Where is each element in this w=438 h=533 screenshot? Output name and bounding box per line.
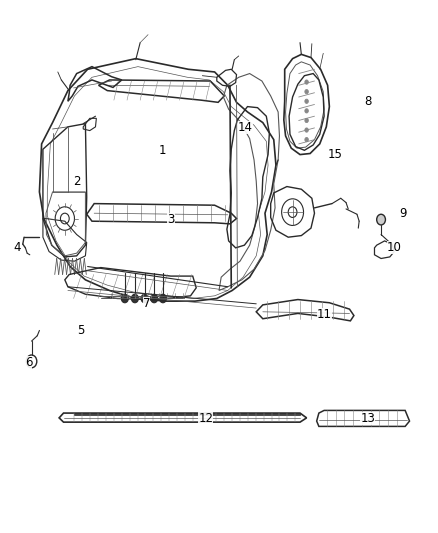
Circle shape [151, 294, 158, 303]
Circle shape [121, 294, 128, 303]
Text: 10: 10 [387, 241, 402, 254]
Text: 5: 5 [78, 324, 85, 337]
Text: 12: 12 [198, 412, 213, 425]
Text: 14: 14 [238, 122, 253, 134]
Text: 13: 13 [360, 412, 375, 425]
Text: 9: 9 [399, 207, 407, 220]
Text: 4: 4 [13, 241, 21, 254]
Polygon shape [74, 413, 300, 415]
Circle shape [305, 99, 308, 103]
Circle shape [305, 128, 308, 132]
Circle shape [305, 138, 308, 142]
Circle shape [305, 109, 308, 113]
Text: 15: 15 [328, 148, 343, 161]
Text: 8: 8 [364, 95, 371, 108]
Circle shape [141, 294, 148, 303]
Text: 6: 6 [25, 356, 32, 369]
Circle shape [305, 90, 308, 94]
Text: 11: 11 [317, 308, 332, 321]
Circle shape [159, 294, 166, 303]
Text: 1: 1 [158, 144, 166, 157]
Circle shape [377, 214, 385, 225]
Text: 7: 7 [143, 297, 151, 310]
Circle shape [131, 294, 138, 303]
Text: 3: 3 [167, 213, 174, 226]
Circle shape [305, 118, 308, 123]
Text: 2: 2 [73, 175, 81, 188]
Circle shape [305, 80, 308, 84]
